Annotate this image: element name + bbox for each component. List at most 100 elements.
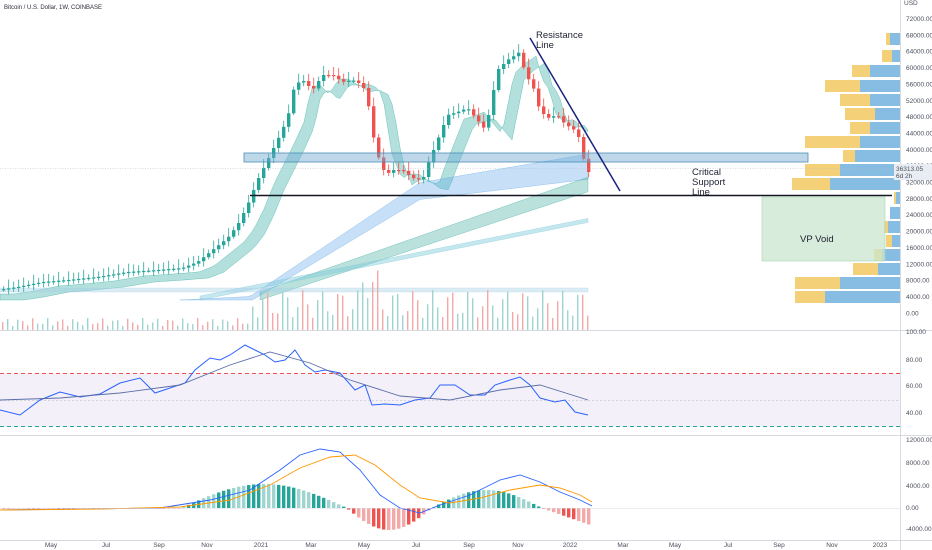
vp-bar-yellow [882,50,892,62]
macd-histogram-bar [437,504,441,508]
candle-body [292,89,296,114]
candle-body [507,59,511,64]
candle-body [147,270,151,272]
candle-body [52,281,56,283]
candle-body [152,270,156,272]
macd-histogram-bar [202,498,206,508]
vp-bar-blue [855,150,900,162]
price-pane[interactable] [0,0,900,330]
candle-body [67,279,71,282]
macd-histogram-bar [217,492,221,508]
macd-histogram-bar [392,508,396,530]
volume-bar [247,323,249,330]
macd-tick-label: 4000.00 [906,483,930,490]
volume-bar [107,325,109,330]
volume-bar [407,311,409,330]
slow-ema-ribbon [259,176,589,301]
volume-bar [382,309,384,330]
candle-body [162,269,166,271]
vp-void-box[interactable] [761,196,886,262]
vp-bar-yellow [853,263,878,275]
rsi-pane[interactable] [0,331,900,435]
time-axis[interactable]: May Jul Sep Nov 2021 Mar May Jul Sep Nov 2022 Mar Ma… [45,542,888,549]
volume-bar [137,324,139,330]
volume-bar [352,309,354,330]
macd-histogram-bar [292,487,296,508]
macd-histogram-bar [562,508,566,516]
candle-body [42,281,46,284]
vp-bar-yellow [850,122,870,134]
macd-histogram-bar [387,508,391,530]
volume-bar [82,325,84,330]
price-tick-label: 64000.00 [906,49,932,56]
macd-line [0,448,593,514]
macd-histogram-bar [472,491,476,508]
volume-bar [277,313,279,330]
vp-bar-yellow [843,150,855,162]
volume-bar [302,290,304,330]
candle-body [472,109,476,116]
macd-histogram-bar [347,508,351,510]
macd-histogram-bar [482,490,486,508]
candle-body [22,285,26,287]
time-tick-label: Nov [512,542,524,549]
macd-histogram-bar [382,508,386,530]
volume-bar [327,311,329,330]
volume-bar [317,300,319,330]
time-tick-label: Jul [102,542,111,549]
symbol-title: Bitcoin / U.S. Dollar, 1W, COINBASE [4,5,102,11]
macd-histogram-bar [212,494,216,508]
candle-body [232,230,236,237]
macd-histogram-bar [502,492,506,508]
vp-bar-blue [892,235,900,247]
volume-bar [347,316,349,330]
volume-bar [212,319,214,330]
resistance-zone-box[interactable] [243,152,809,163]
candle-body [157,269,161,272]
macd-histogram-bar [252,484,256,508]
macd-histogram-bar [317,495,321,508]
volume-bar [377,270,379,330]
price-tick-label: 44000.00 [906,130,932,137]
time-tick-label: Sep [773,542,785,549]
rsi-tick-label: 80.00 [906,357,923,364]
support-label-line3: Line [692,187,710,198]
resistance-trend-line[interactable] [529,37,621,192]
volume-bar [567,310,569,330]
volume-bar [552,317,554,330]
volume-bar [562,290,564,330]
candle-body [197,261,201,264]
vp-bar-yellow [805,164,840,176]
rsi-ma-line [0,351,589,401]
volume-bar [162,325,164,330]
candle-body [297,82,301,90]
macd-axis[interactable]: 12000.00 8000.00 4000.00 0.00 -4000.00 [906,437,932,533]
volume-bar [237,318,239,330]
vp-bar-yellow [792,178,830,190]
volume-bar [517,314,519,330]
current-price-countdown: 6d 2h [896,173,913,180]
fast-ema-ribbon [0,55,589,301]
candle-body [257,178,261,190]
ema-ribbons [0,55,589,301]
candle-body [82,278,86,280]
candle-body [207,253,211,258]
volume-bar [217,325,219,330]
volume-bar [297,307,299,330]
vp-bar-blue [840,164,900,176]
candle-body [102,276,106,278]
macd-histogram-bar [487,490,491,508]
macd-histogram-bar [512,495,516,508]
macd-pane[interactable] [0,436,900,540]
candle-body [322,75,326,81]
price-tick-label: 68000.00 [906,32,932,39]
candlesticks [2,44,591,295]
rsi-axis[interactable]: 100.00 80.00 60.00 40.00 [906,329,926,417]
candle-body [142,270,146,273]
volume-bar [502,299,504,330]
rsi-line [0,344,589,416]
macd-tick-label: 0.00 [906,505,919,512]
price-axis[interactable]: USD 72000.00 68000.00 64000.00 60000.00 5600… [904,0,932,317]
macd-histogram-bar [362,508,366,521]
